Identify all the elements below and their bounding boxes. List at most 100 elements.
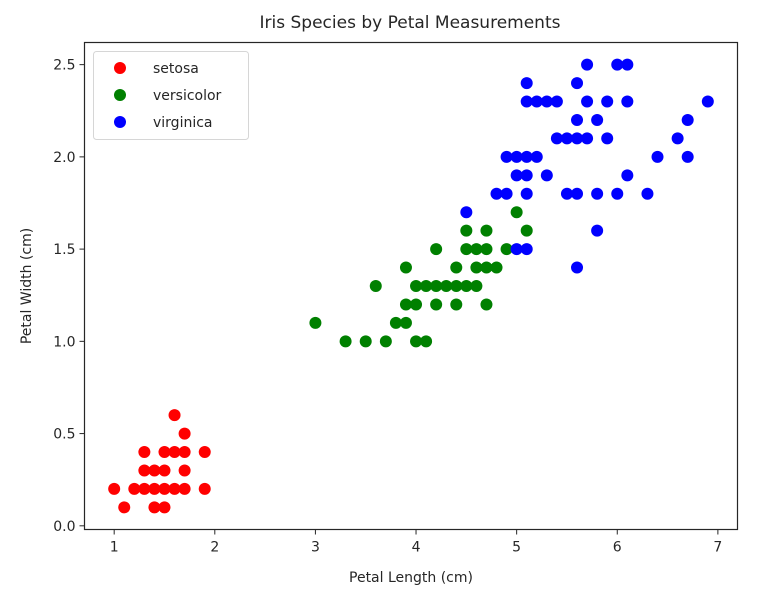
data-point xyxy=(520,187,533,200)
data-point xyxy=(168,482,181,495)
data-point xyxy=(430,280,443,292)
legend-marker-setosa xyxy=(114,62,126,74)
legend-box xyxy=(93,51,249,140)
data-point xyxy=(571,132,584,145)
y-axis-ticks: 0.0 0.5 1.0 1.5 2.0 2.5 xyxy=(53,58,85,535)
plot-area xyxy=(108,58,714,514)
data-point xyxy=(430,243,443,256)
data-point xyxy=(581,132,594,145)
data-point xyxy=(470,261,483,274)
y-tick-label: 1.5 xyxy=(53,242,75,258)
data-point xyxy=(571,113,584,126)
data-point xyxy=(641,187,654,200)
data-point xyxy=(550,132,563,145)
x-axis-ticks: 1 2 3 4 5 6 7 xyxy=(110,529,722,556)
data-point xyxy=(510,150,523,163)
series-setosa xyxy=(108,409,211,514)
data-point xyxy=(510,206,523,219)
x-tick-label: 6 xyxy=(613,540,622,556)
data-point xyxy=(500,187,513,200)
data-point xyxy=(148,482,161,495)
data-point xyxy=(611,187,624,200)
data-point xyxy=(339,335,352,348)
data-point xyxy=(591,113,604,126)
data-point xyxy=(460,243,473,256)
data-point xyxy=(571,187,584,200)
data-point xyxy=(178,482,191,495)
data-point xyxy=(530,95,543,108)
y-tick-label: 2.0 xyxy=(53,150,75,166)
data-point xyxy=(510,169,523,182)
data-point xyxy=(520,77,533,90)
data-point xyxy=(198,482,211,495)
data-point xyxy=(560,132,573,145)
data-point xyxy=(178,464,191,477)
data-point xyxy=(198,446,211,459)
legend-label-setosa: setosa xyxy=(153,61,199,77)
data-point xyxy=(138,446,151,459)
data-point xyxy=(480,298,493,311)
data-point xyxy=(581,58,594,71)
data-point xyxy=(571,77,584,90)
data-point xyxy=(571,261,584,274)
data-point xyxy=(601,95,614,108)
data-point xyxy=(460,206,473,219)
data-point xyxy=(168,409,181,422)
data-point xyxy=(178,427,191,440)
data-point xyxy=(148,464,161,477)
data-point xyxy=(148,501,161,514)
data-point xyxy=(500,243,513,256)
data-point xyxy=(450,261,463,274)
x-tick-label: 4 xyxy=(412,540,421,556)
data-point xyxy=(540,169,553,182)
x-tick-label: 7 xyxy=(713,540,722,556)
data-point xyxy=(309,316,322,329)
data-point xyxy=(410,280,423,292)
data-point xyxy=(621,169,634,182)
data-point xyxy=(530,150,543,163)
data-point xyxy=(540,95,553,108)
data-point xyxy=(611,58,624,71)
legend-marker-virginica xyxy=(114,116,126,128)
data-point xyxy=(440,280,453,292)
x-tick-label: 3 xyxy=(311,540,320,556)
data-point xyxy=(510,243,523,256)
chart-title: Iris Species by Petal Measurements xyxy=(260,13,561,33)
data-point xyxy=(460,224,473,237)
data-point xyxy=(601,132,614,145)
data-point xyxy=(108,482,121,495)
data-point xyxy=(158,501,171,514)
data-point xyxy=(591,187,604,200)
data-point xyxy=(621,95,634,108)
data-point xyxy=(379,335,392,348)
y-tick-label: 0.5 xyxy=(53,427,75,443)
data-point xyxy=(470,243,483,256)
legend: setosa versicolor virginica xyxy=(93,51,249,140)
data-point xyxy=(430,298,443,311)
y-tick-label: 2.5 xyxy=(53,58,75,74)
data-point xyxy=(410,335,423,348)
legend-item-versicolor: versicolor xyxy=(114,88,222,104)
data-point xyxy=(701,95,714,108)
data-point xyxy=(138,464,151,477)
data-point xyxy=(520,169,533,182)
legend-marker-versicolor xyxy=(114,89,126,101)
data-point xyxy=(560,187,573,200)
legend-item-setosa: setosa xyxy=(114,61,199,77)
axes-frame xyxy=(83,41,739,531)
data-point xyxy=(128,482,141,495)
data-point xyxy=(359,335,372,348)
data-point xyxy=(621,58,634,71)
data-point xyxy=(389,316,402,329)
legend-label-virginica: virginica xyxy=(153,115,213,131)
data-point xyxy=(399,261,412,274)
data-point xyxy=(158,464,171,477)
data-point xyxy=(520,243,533,256)
legend-item-virginica: virginica xyxy=(114,115,213,131)
data-point xyxy=(168,446,181,459)
y-tick-label: 0.0 xyxy=(53,519,75,535)
data-point xyxy=(591,224,604,237)
data-point xyxy=(480,224,493,237)
y-tick-label: 1.0 xyxy=(53,334,75,350)
